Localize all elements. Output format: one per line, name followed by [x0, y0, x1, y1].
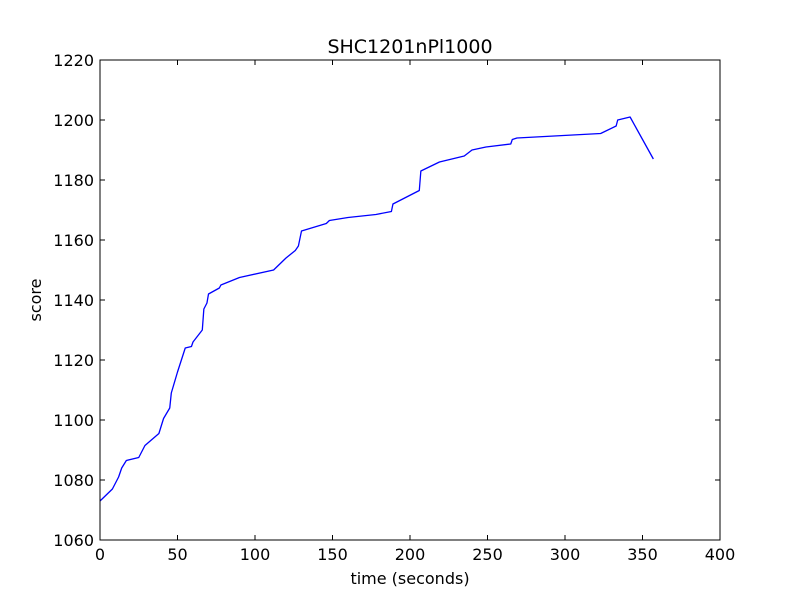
y-tick-label: 1140: [53, 291, 94, 310]
y-tick-label: 1100: [53, 411, 94, 430]
y-tick-label: 1080: [53, 471, 94, 490]
chart-title: SHC1201nPl1000: [327, 36, 492, 58]
x-tick-label: 50: [167, 545, 187, 564]
y-tick-label: 1060: [53, 531, 94, 550]
y-tick-label: 1160: [53, 231, 94, 250]
y-tick-label: 1220: [53, 51, 94, 70]
series-line: [99, 116, 654, 502]
y-tick-label: 1200: [53, 111, 94, 130]
plot-area: [99, 116, 654, 502]
x-tick-label: 200: [395, 545, 426, 564]
x-tick-label: 0: [95, 545, 105, 564]
y-tick-label: 1180: [53, 171, 94, 190]
y-axis-label: score: [26, 279, 45, 322]
axis-ticks: 0 50 100 150 200 250 300 350 400 1060 1080 1100 1120…: [53, 51, 735, 564]
x-tick-label: 150: [317, 545, 348, 564]
x-tick-label: 350: [627, 545, 658, 564]
x-tick-label: 100: [240, 545, 271, 564]
x-tick-label: 400: [705, 545, 736, 564]
y-tick-label: 1120: [53, 351, 94, 370]
x-tick-label: 250: [472, 545, 503, 564]
x-tick-label: 300: [550, 545, 581, 564]
x-axis-label: time (seconds): [350, 569, 469, 588]
